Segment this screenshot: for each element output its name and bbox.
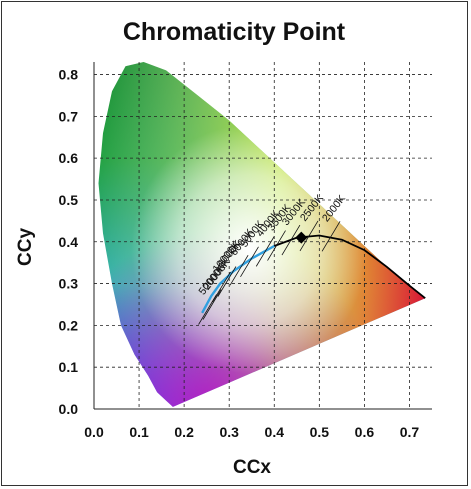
x-axis-label: CCx [233,457,271,478]
isotherm-line [321,221,341,252]
isotherm-line [255,236,275,267]
isotherm-lines [198,220,341,325]
y-tick-label: 0.7 [59,108,79,124]
y-tick-label: 0.3 [59,276,79,292]
y-tick-label: 0.4 [59,234,79,250]
x-tick-label: 0.4 [265,424,285,440]
chromaticity-point-marker [295,231,308,244]
x-tick-label: 0.7 [400,424,420,440]
y-tick-label: 0.1 [59,359,79,375]
isotherm-line [299,220,319,252]
x-tick-label: 0.2 [174,424,194,440]
chart-title: Chromaticity Point [123,18,346,46]
isotherm-line [217,266,237,297]
x-tick-label: 0.0 [84,424,104,440]
y-axis-label: CCy [15,228,36,266]
y-tick-label: 0.6 [59,150,79,166]
isotherm-line [212,271,231,303]
y-tick-label: 0.0 [59,401,79,417]
isotherm-line [240,246,259,278]
x-tick-label: 0.5 [310,424,330,440]
axes [93,62,432,410]
x-tick-label: 0.6 [355,424,375,440]
isotherm-line [267,230,286,261]
y-tick-label: 0.2 [59,317,79,333]
x-tick-label: 0.3 [219,424,239,440]
y-tick-label: 0.5 [59,192,79,208]
x-tick-label: 0.1 [129,424,149,440]
y-tick-labels: 0.0 0.1 0.2 0.3 0.4 0.5 0.6 0.7 0.8 [59,67,79,417]
isotherm-line [281,224,301,256]
isotherm-line [229,254,249,286]
grid [94,62,432,409]
y-tick-label: 0.8 [59,67,79,83]
isotherm-line [202,289,222,320]
x-tick-labels: 0.0 0.1 0.2 0.3 0.4 0.5 0.6 0.7 [84,424,419,440]
